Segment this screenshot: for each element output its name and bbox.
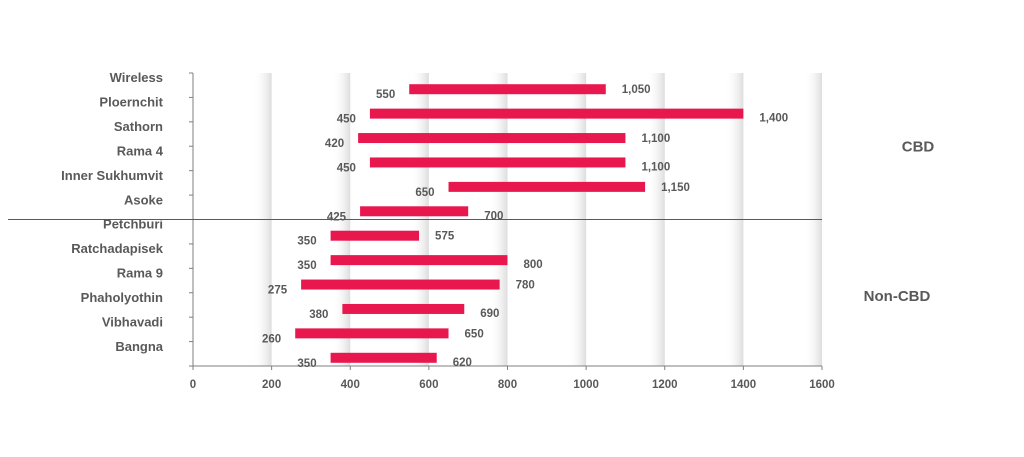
range-bar — [369, 157, 626, 168]
range-bar — [330, 255, 508, 266]
low-value-label: 380 — [309, 309, 328, 321]
low-value-label: 260 — [262, 333, 281, 345]
low-value-label: 275 — [268, 285, 288, 297]
low-value-label: 425 — [327, 211, 347, 223]
group-label-cbd: CBD — [902, 138, 935, 155]
high-value-label: 575 — [435, 231, 455, 243]
low-value-label: 420 — [325, 138, 344, 150]
category-label: Petchburi — [103, 217, 163, 232]
high-value-label: 620 — [453, 357, 472, 369]
category-label: Sathorn — [114, 119, 163, 134]
high-value-label: 1,400 — [759, 113, 788, 125]
category-label: Phaholyothin — [81, 290, 163, 305]
group-label-non-cbd: Non-CBD — [864, 288, 931, 305]
high-value-label: 1,100 — [641, 133, 670, 145]
x-tick-label: 200 — [262, 379, 281, 391]
high-value-label: 650 — [465, 328, 484, 340]
low-value-label: 350 — [297, 260, 316, 272]
x-tick-label: 800 — [498, 379, 517, 391]
x-tick-label: 1000 — [573, 379, 599, 391]
category-label: Asoke — [124, 192, 163, 207]
category-label: Ratchadapisek — [71, 241, 164, 256]
range-bar — [295, 328, 449, 339]
range-bar — [301, 279, 500, 290]
range-bar — [448, 181, 646, 192]
low-value-label: 450 — [337, 114, 356, 126]
category-label: Vibhavadi — [102, 314, 163, 329]
range-bar — [342, 303, 465, 314]
x-tick-label: 1200 — [652, 379, 678, 391]
category-label: Wireless — [110, 70, 163, 85]
range-bar — [360, 206, 469, 217]
x-tick-label: 1600 — [809, 379, 835, 391]
low-value-label: 450 — [337, 162, 356, 174]
high-value-label: 700 — [484, 210, 503, 222]
range-bar — [330, 230, 420, 241]
category-label: Inner Sukhumvit — [61, 168, 164, 183]
range-bar — [330, 352, 437, 363]
high-value-label: 780 — [516, 280, 535, 292]
category-label: Ploernchit — [99, 95, 163, 110]
category-label: Rama 4 — [117, 143, 164, 158]
low-value-label: 350 — [297, 236, 316, 248]
high-value-label: 1,050 — [622, 84, 651, 96]
high-value-label: 800 — [524, 259, 543, 271]
x-tick-label: 1400 — [731, 379, 757, 391]
low-value-label: 650 — [415, 187, 434, 199]
high-value-label: 690 — [480, 308, 499, 320]
high-value-label: 1,100 — [641, 161, 670, 173]
high-value-label: 1,150 — [661, 182, 690, 194]
category-label: Rama 9 — [117, 266, 163, 281]
x-tick-label: 400 — [341, 379, 360, 391]
category-label: Bangna — [115, 339, 163, 354]
low-value-label: 350 — [297, 358, 316, 370]
x-tick-label: 600 — [419, 379, 438, 391]
range-bar — [409, 84, 606, 95]
range-bar — [369, 108, 744, 119]
low-value-label: 550 — [376, 89, 395, 101]
range-bar — [358, 133, 626, 144]
x-tick-label: 0 — [190, 379, 196, 391]
